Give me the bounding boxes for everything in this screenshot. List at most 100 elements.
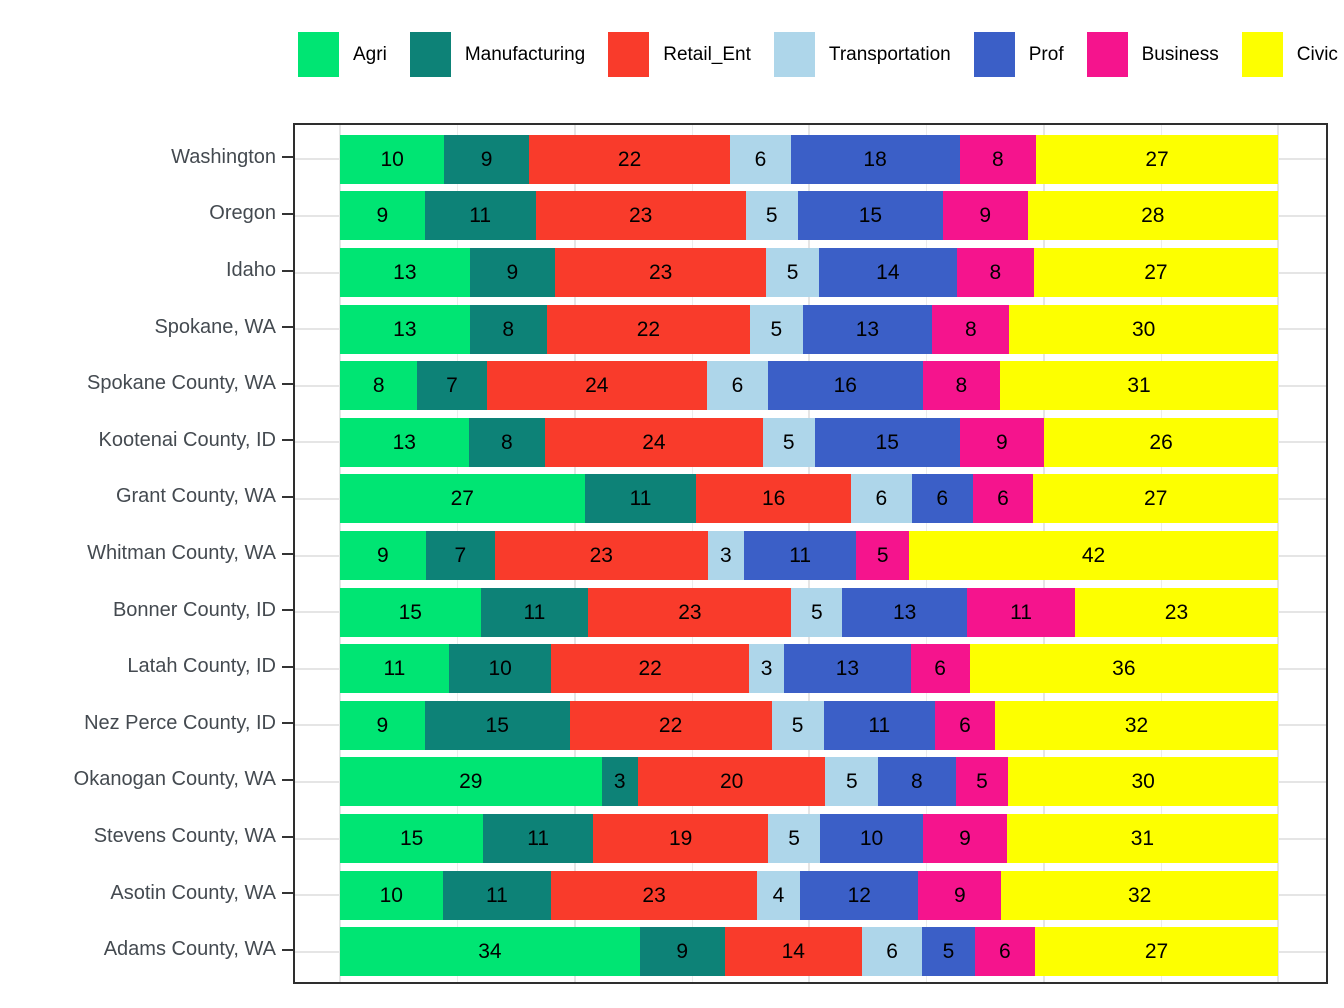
value-label: 9 — [996, 430, 1008, 454]
value-label: 5 — [770, 317, 783, 341]
value-label: 10 — [380, 147, 404, 171]
legend-swatch-icon — [1241, 32, 1283, 77]
value-label: 8 — [964, 317, 977, 341]
bar-segment: 15 — [340, 587, 481, 637]
chart-panel: 10 9 22 6 18 8 27 9 11 23 5 15 9 28 13 9 23 5 14 8 27 13 8 22 5 1… — [293, 123, 1328, 984]
value-label: 19 — [668, 826, 693, 850]
value-label: 12 — [847, 883, 871, 907]
value-label: 27 — [1144, 260, 1168, 284]
y-axis-label: Spokane, WA — [154, 315, 276, 338]
bar-segment: 11 — [340, 644, 449, 694]
bar-segment: 23 — [535, 191, 746, 241]
value-label: 7 — [446, 374, 458, 398]
value-label: 5 — [942, 940, 955, 964]
bar-segment: 11 — [480, 587, 589, 637]
bar-row: 9 7 23 3 11 5 42 — [295, 527, 1326, 584]
legend-label: Agri — [353, 43, 387, 65]
value-label: 8 — [955, 374, 968, 398]
value-label: 8 — [500, 430, 513, 454]
bar-row: 15 11 19 5 10 9 31 — [295, 810, 1326, 867]
value-label: 13 — [835, 657, 860, 681]
bar-segment: 31 — [1006, 813, 1278, 863]
bar-row: 9 11 23 5 15 9 28 — [295, 188, 1326, 245]
bar-segment: 10 — [819, 813, 924, 863]
value-label: 15 — [399, 826, 424, 850]
value-label: 11 — [523, 600, 546, 624]
value-label: 8 — [989, 260, 1002, 284]
y-axis-label: Idaho — [225, 258, 276, 281]
y-axis-label: Grant County, WA — [115, 485, 276, 508]
value-label: 9 — [979, 204, 992, 228]
legend-label: Manufacturing — [464, 43, 586, 65]
bar-segment: 5 — [856, 530, 910, 580]
stacked-bar: 10 11 23 4 12 9 32 — [340, 870, 1278, 920]
bar-segment: 10 — [340, 870, 443, 920]
bar-segment: 6 — [861, 927, 923, 977]
legend-swatch-icon — [608, 32, 650, 77]
value-label: 11 — [789, 543, 812, 567]
bar-segment: 15 — [340, 813, 484, 863]
bar-segment: 14 — [724, 927, 862, 977]
value-label: 6 — [754, 147, 767, 171]
bar-segment: 9 — [444, 134, 529, 184]
stacked-bar: 15 11 19 5 10 9 31 — [340, 813, 1278, 863]
value-label: 5 — [810, 600, 823, 624]
value-label: 9 — [377, 543, 389, 567]
bar-segment: 27 — [1035, 927, 1278, 977]
value-label: 11 — [469, 204, 492, 228]
bar-segment: 6 — [934, 700, 996, 750]
y-axis-label: Kootenai County, ID — [98, 428, 276, 451]
value-label: 5 — [788, 826, 800, 850]
y-axis-tick — [282, 156, 293, 159]
bar-segment: 3 — [707, 530, 744, 580]
bar-segment: 23 — [554, 247, 767, 297]
bar-segment: 5 — [791, 587, 843, 637]
bar-segment: 5 — [771, 700, 824, 750]
value-label: 16 — [762, 487, 786, 511]
bar-segment: 5 — [766, 247, 819, 297]
value-label: 10 — [859, 826, 884, 850]
bar-segment: 28 — [1027, 191, 1279, 241]
legend-item: Prof — [973, 32, 1064, 77]
value-label: 8 — [372, 374, 385, 398]
y-axis-label: Okanogan County, WA — [73, 768, 276, 791]
legend-swatch-icon — [298, 32, 339, 77]
bar-segment: 42 — [909, 530, 1279, 580]
bar-segment: 9 — [918, 870, 1002, 920]
value-label: 5 — [782, 430, 795, 454]
stacked-bar: 29 3 20 5 8 5 30 — [340, 757, 1279, 807]
value-label: 9 — [506, 260, 519, 284]
bar-segment: 22 — [546, 304, 751, 354]
bar-segment: 32 — [1001, 870, 1278, 920]
bar-segment: 24 — [545, 417, 763, 467]
legend-item: Transportation — [773, 32, 951, 77]
value-label: 14 — [781, 940, 805, 964]
legend-swatch-icon — [409, 32, 451, 77]
bar-segment: 11 — [442, 870, 552, 920]
legend-item: Retail_Ent — [608, 32, 751, 77]
stacked-bar: 11 10 22 3 13 6 36 — [340, 644, 1278, 694]
y-axis-label: Whitman County, WA — [87, 541, 276, 564]
value-label: 5 — [976, 770, 988, 794]
bar-row: 34 9 14 6 5 6 27 — [295, 923, 1326, 980]
bar-segment: 8 — [468, 417, 546, 467]
legend-swatch-icon — [1086, 32, 1128, 77]
bar-segment: 22 — [551, 644, 749, 694]
y-axis-tick — [282, 778, 293, 781]
bar-segment: 9 — [959, 417, 1045, 467]
value-label: 11 — [527, 826, 550, 850]
bar-segment: 9 — [639, 927, 725, 977]
bar-segment: 15 — [814, 417, 960, 467]
value-label: 13 — [393, 260, 417, 284]
stacked-bar: 9 15 22 5 11 6 32 — [340, 700, 1278, 750]
value-label: 11 — [1010, 600, 1032, 624]
value-label: 6 — [959, 713, 971, 737]
legend: Agri Manufacturing Retail_Ent Transportatio… — [298, 32, 1338, 77]
y-axis-tick — [282, 609, 293, 612]
stacked-bar: 13 9 23 5 14 8 27 — [340, 247, 1278, 297]
value-label: 23 — [628, 204, 653, 228]
bar-segment: 23 — [588, 587, 792, 637]
value-label: 5 — [845, 770, 858, 794]
value-label: 5 — [791, 713, 804, 737]
